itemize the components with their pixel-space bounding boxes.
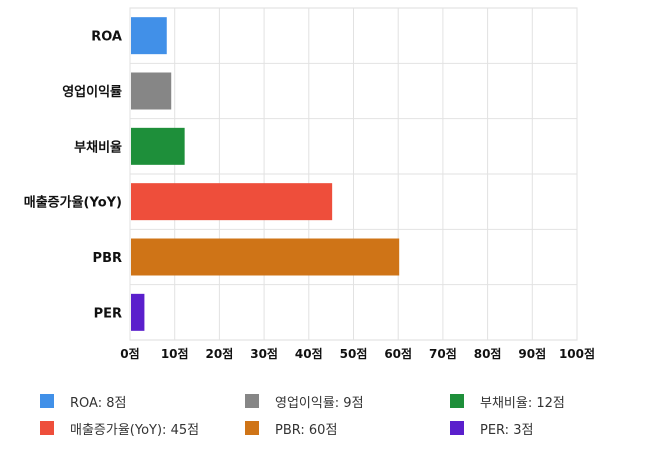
x-tick-label: 30점 [250,346,278,361]
x-tick-label: 0점 [120,346,139,361]
category-label: 매출증가율(YoY) [24,195,122,211]
legend-item[interactable]: 매출증가율(YoY): 45점 [40,417,199,439]
x-axis-ticks: 0점 10점 20점 30점 40점 50점 60점 70점 80점 90점 100점 [120,346,595,361]
x-tick-label: 80점 [474,346,502,361]
category-label: 영업이익률 [62,84,122,100]
legend-item[interactable]: 부채비율: 12점 [450,390,565,412]
bar[interactable] [131,238,400,276]
x-tick-label: 90점 [518,346,546,361]
legend-swatch [245,421,259,435]
x-tick-label: 10점 [161,346,189,361]
x-tick-label: 100점 [559,346,595,361]
category-label: 부채비율 [74,139,122,155]
category-label: ROA [91,30,122,45]
bars [131,17,400,331]
legend-swatch [450,394,464,408]
legend-item[interactable]: PBR: 60점 [245,417,337,439]
legend-label: 영업이익률: 9점 [275,395,364,411]
x-tick-label: 60점 [384,346,412,361]
x-tick-label: 50점 [340,346,368,361]
category-label: PER [94,306,122,321]
legend-item[interactable]: 영업이익률: 9점 [245,390,364,412]
legend-swatch [245,394,259,408]
category-label: PBR [93,251,122,266]
x-tick-label: 20점 [206,346,234,361]
legend-label: PER: 3점 [480,422,534,438]
legend-swatch [40,394,54,408]
bar[interactable] [131,17,167,55]
x-tick-label: 70점 [429,346,457,361]
bar[interactable] [131,127,185,165]
legend-label: ROA: 8점 [70,395,127,411]
grid-lines [129,7,578,341]
legend-swatch [450,421,464,435]
legend-label: PBR: 60점 [275,422,338,438]
legend-label: 부채비율: 12점 [480,395,565,411]
x-tick-label: 40점 [295,346,323,361]
bar[interactable] [131,183,333,221]
legend-label: 매출증가율(YoY): 45점 [70,422,200,438]
legend-item[interactable]: ROA: 8점 [40,390,126,412]
bar[interactable] [131,72,172,110]
bar[interactable] [131,293,145,331]
legend-item[interactable]: PER: 3점 [450,417,533,439]
legend-swatch [40,421,54,435]
